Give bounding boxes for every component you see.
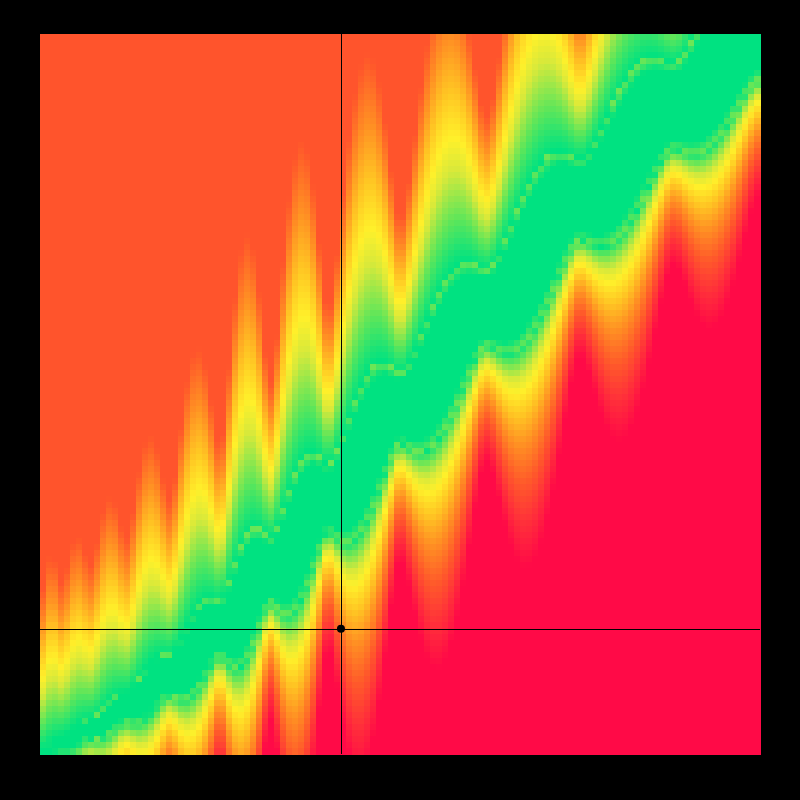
chart-frame: TheBottleneck.com <box>0 0 800 800</box>
bottleneck-heatmap-canvas <box>0 0 800 800</box>
